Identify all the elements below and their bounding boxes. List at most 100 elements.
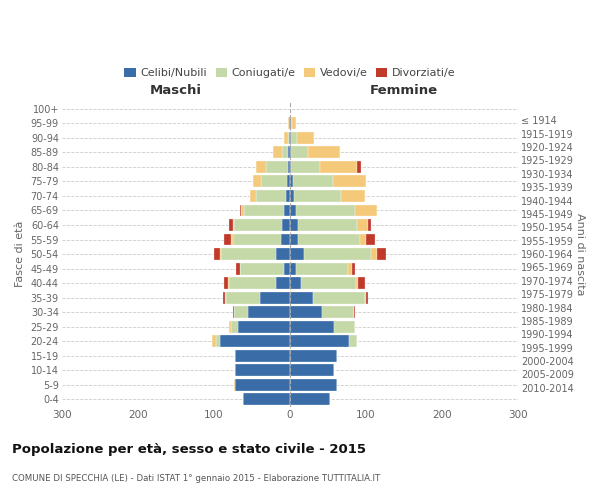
Bar [224,277,227,289]
Bar [292,146,308,158]
Bar [320,161,357,173]
Bar [290,219,298,231]
Bar [235,364,290,376]
Bar [366,234,375,245]
Bar [290,262,296,274]
Bar [287,132,289,144]
Bar [355,204,377,216]
Bar [334,320,355,332]
Bar [283,219,290,231]
Bar [290,364,334,376]
Bar [290,394,329,405]
Y-axis label: Fasce di età: Fasce di età [15,221,25,287]
Text: COMUNE DI SPECCHIA (LE) - Dati ISTAT 1° gennaio 2015 - Elaborazione TUTTITALIA.I: COMUNE DI SPECCHIA (LE) - Dati ISTAT 1° … [12,474,380,483]
Bar [289,132,290,144]
Bar [241,204,244,216]
Bar [348,262,352,274]
Bar [286,190,290,202]
Bar [226,292,260,304]
Bar [290,118,291,130]
Bar [212,335,216,347]
Bar [290,176,293,188]
Bar [290,190,294,202]
Bar [292,161,320,173]
Bar [240,262,284,274]
Bar [276,277,290,289]
Bar [224,234,232,245]
Bar [322,306,354,318]
Bar [290,379,337,390]
Bar [352,262,355,274]
Bar [360,234,366,245]
Legend: Celibi/Nubili, Coniugati/e, Vedovi/e, Divorziati/e: Celibi/Nubili, Coniugati/e, Vedovi/e, Di… [120,64,460,83]
Bar [291,118,292,130]
Bar [224,292,226,304]
Bar [296,262,348,274]
Bar [366,292,368,304]
Bar [296,204,355,216]
Bar [293,176,332,188]
Bar [256,161,266,173]
Text: Popolazione per età, sesso e stato civile - 2015: Popolazione per età, sesso e stato civil… [12,442,366,456]
Bar [276,248,290,260]
Bar [287,118,289,130]
Bar [250,190,256,202]
Bar [229,277,276,289]
Bar [284,204,290,216]
Bar [235,379,290,390]
Bar [283,146,289,158]
Bar [238,320,290,332]
Bar [244,204,284,216]
Bar [240,204,241,216]
Bar [220,335,290,347]
Bar [243,394,290,405]
Bar [289,146,290,158]
Bar [221,248,276,260]
Bar [308,146,340,158]
Bar [235,306,248,318]
Bar [261,176,287,188]
Y-axis label: Anni di nascita: Anni di nascita [575,213,585,296]
Text: Maschi: Maschi [150,84,202,97]
Bar [341,190,365,202]
Bar [290,306,322,318]
Bar [290,132,291,144]
Bar [248,306,290,318]
Bar [290,277,301,289]
Bar [290,248,304,260]
Bar [357,161,361,173]
Bar [233,234,281,245]
Bar [235,219,283,231]
Bar [354,306,355,318]
Bar [220,248,221,260]
Bar [290,234,298,245]
Bar [266,161,287,173]
Bar [349,335,357,347]
Bar [290,320,334,332]
Bar [214,248,220,260]
Bar [233,219,235,231]
Bar [313,292,365,304]
Bar [365,292,366,304]
Bar [290,292,313,304]
Bar [229,320,230,332]
Bar [357,219,368,231]
Bar [216,335,220,347]
Bar [290,146,292,158]
Bar [290,204,296,216]
Bar [273,146,283,158]
Bar [356,277,358,289]
Bar [256,190,286,202]
Bar [298,234,360,245]
Bar [301,277,356,289]
Bar [236,262,240,274]
Bar [290,335,349,347]
Bar [290,350,337,362]
Bar [260,292,290,304]
Bar [332,176,366,188]
Bar [230,320,238,332]
Bar [229,219,233,231]
Bar [298,219,357,231]
Bar [377,248,386,260]
Bar [289,118,290,130]
